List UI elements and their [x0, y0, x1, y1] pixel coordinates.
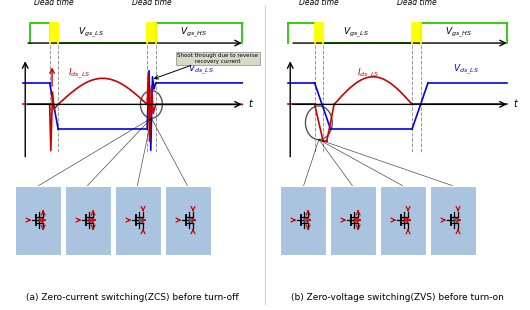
Polygon shape	[404, 218, 407, 222]
Text: $I_{ds\_LS}$: $I_{ds\_LS}$	[357, 67, 379, 82]
Polygon shape	[354, 218, 357, 222]
Bar	[116, 186, 161, 255]
Bar	[15, 186, 60, 255]
Bar	[165, 186, 210, 255]
Bar	[381, 186, 426, 255]
Text: t: t	[513, 100, 517, 109]
Bar	[430, 186, 475, 255]
Text: $I_{ds\_LS}$: $I_{ds\_LS}$	[68, 67, 90, 82]
Polygon shape	[454, 218, 457, 222]
Polygon shape	[139, 218, 142, 222]
Text: $V_{ds\_LS}$: $V_{ds\_LS}$	[453, 62, 479, 77]
Polygon shape	[304, 218, 307, 222]
Bar	[66, 186, 111, 255]
Text: Dead time: Dead time	[299, 0, 339, 7]
Text: (b) Zero-voltage switching(ZVS) before turn-on: (b) Zero-voltage switching(ZVS) before t…	[291, 293, 504, 302]
Polygon shape	[39, 218, 42, 222]
Bar	[280, 186, 325, 255]
Text: $V_{gs\_LS}$: $V_{gs\_LS}$	[343, 26, 369, 40]
Text: Dead time: Dead time	[396, 0, 436, 7]
Polygon shape	[89, 218, 92, 222]
Text: Dead time: Dead time	[34, 0, 74, 7]
Text: Shoot through due to reverse
recovery current: Shoot through due to reverse recovery cu…	[178, 53, 258, 64]
Bar	[331, 186, 376, 255]
Polygon shape	[189, 218, 192, 222]
Text: $V_{gs\_HS}$: $V_{gs\_HS}$	[445, 26, 472, 40]
Text: Dead time: Dead time	[131, 0, 171, 7]
Text: $V_{gs\_LS}$: $V_{gs\_LS}$	[78, 26, 104, 40]
Text: $V_{gs\_HS}$: $V_{gs\_HS}$	[180, 26, 207, 40]
Text: $V_{ds\_LS}$: $V_{ds\_LS}$	[188, 62, 214, 77]
Text: (a) Zero-current switching(ZCS) before turn-off: (a) Zero-current switching(ZCS) before t…	[26, 293, 239, 302]
Text: t: t	[249, 100, 252, 109]
